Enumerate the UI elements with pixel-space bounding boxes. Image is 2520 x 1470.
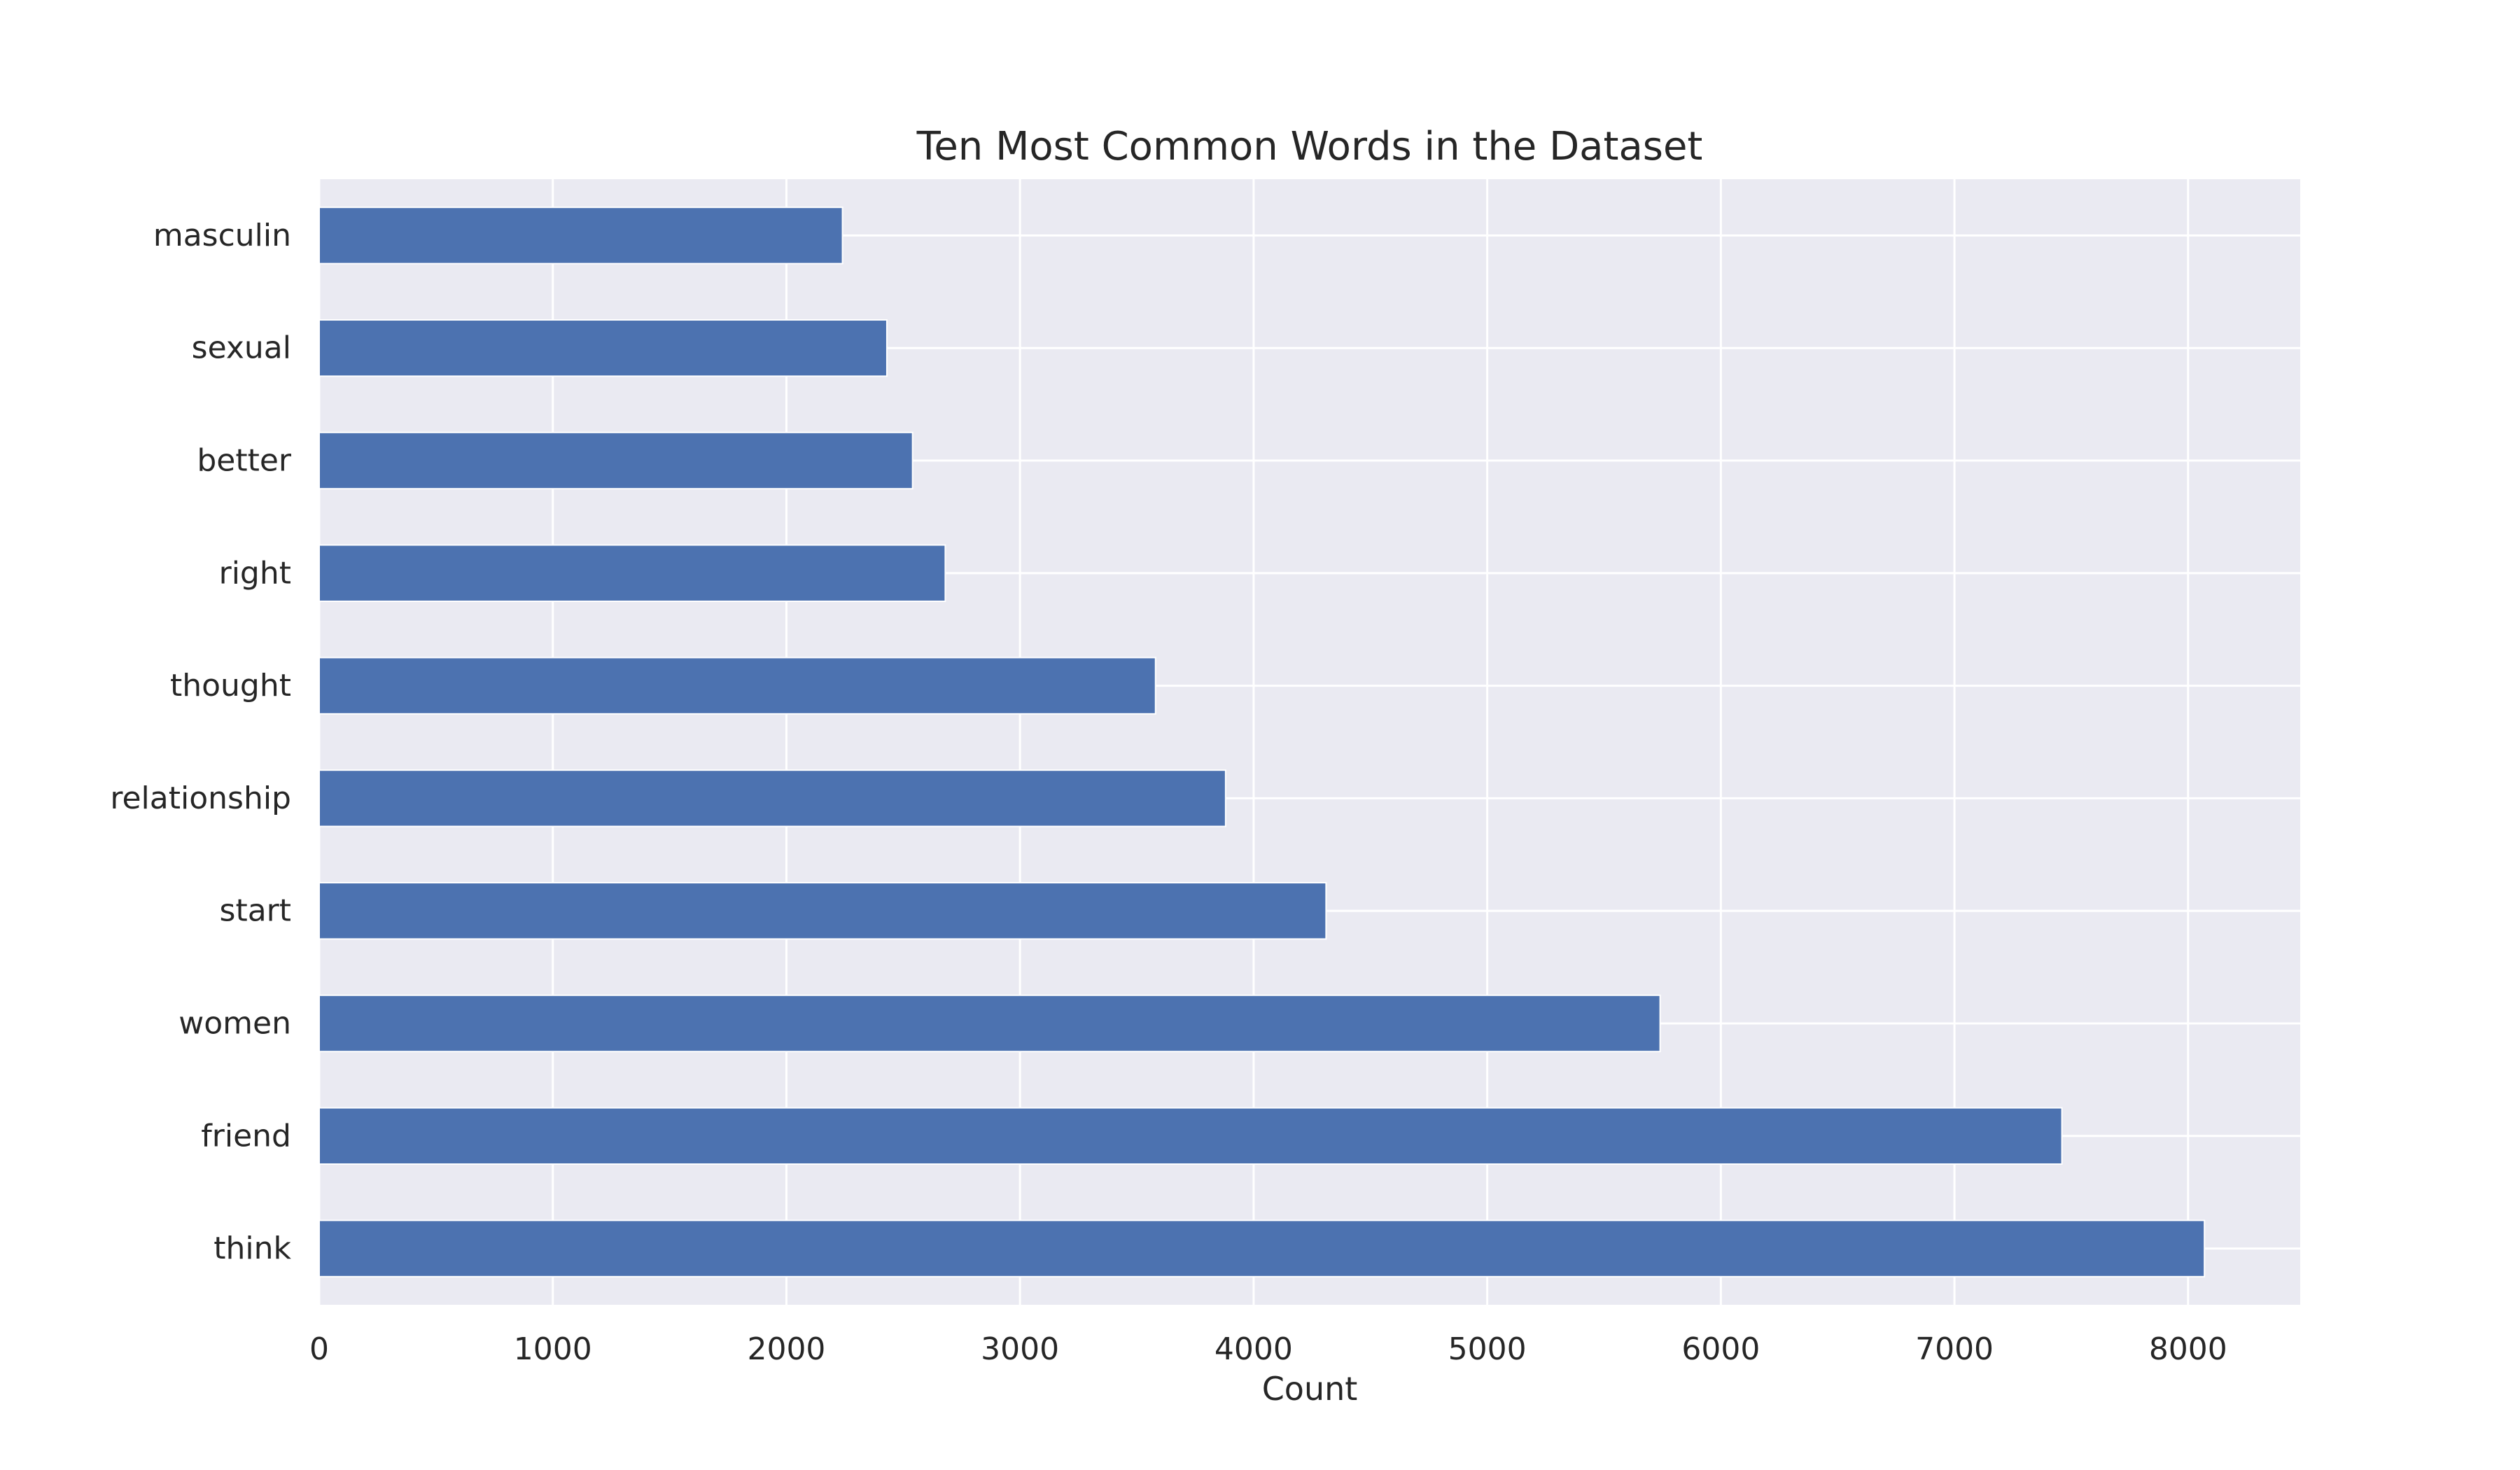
x-tick-label-0: 0 [309, 1331, 329, 1367]
y-tick-label-thought: thought [170, 668, 291, 704]
bar-thought [318, 657, 1156, 715]
bar-women [318, 994, 1661, 1053]
bar-start [318, 882, 1327, 940]
y-tick-label-masculin: masculin [153, 218, 291, 253]
x-tick-label-6000: 6000 [1681, 1331, 1760, 1367]
y-tick-label-right: right [219, 555, 291, 591]
bar-sexual [318, 319, 888, 377]
x-tick-label-5000: 5000 [1448, 1331, 1527, 1367]
y-tick-label-better: better [197, 443, 292, 479]
x-tick-labels: 0 1000 2000 3000 4000 5000 6000 7000 8000 [309, 1331, 2227, 1367]
bar-masculin [318, 206, 844, 265]
y-tick-labels: think friend women start relationship thought… [110, 218, 292, 1266]
x-axis-title: Count [1262, 1370, 1358, 1408]
y-tick-label-women: women [178, 1006, 291, 1042]
bar-think [318, 1219, 2206, 1278]
bars [318, 206, 2206, 1278]
bar-friend [318, 1107, 2063, 1165]
y-tick-label-friend: friend [201, 1118, 291, 1154]
x-tick-label-8000: 8000 [2149, 1331, 2227, 1367]
x-tick-label-2000: 2000 [747, 1331, 825, 1367]
y-tick-label-think: think [214, 1231, 291, 1266]
chart-title: Ten Most Common Words in the Dataset [916, 124, 1703, 169]
bar-better [318, 431, 913, 490]
y-tick-label-sexual: sexual [192, 330, 291, 366]
x-tick-label-7000: 7000 [1915, 1331, 1994, 1367]
x-tick-label-1000: 1000 [514, 1331, 592, 1367]
bar-relationship [318, 769, 1226, 827]
y-tick-label-relationship: relationship [110, 780, 291, 816]
y-tick-label-start: start [220, 893, 291, 929]
bar-right [318, 544, 946, 602]
x-tick-label-4000: 4000 [1214, 1331, 1293, 1367]
x-tick-label-3000: 3000 [981, 1331, 1059, 1367]
